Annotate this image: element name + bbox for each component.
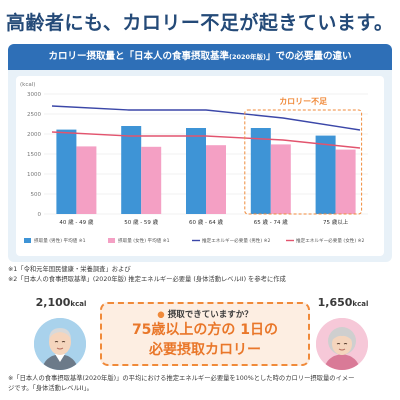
y-tick-label: 1500: [27, 152, 41, 158]
chart-banner-main: カロリー摂取量と「日本人の食事摂取基準: [48, 51, 229, 62]
female-kcal-unit: kcal: [352, 300, 369, 308]
footnote: ※「日本人の食事摂取基準(2020年版)」の平均における推定エネルギー必要量を1…: [8, 374, 392, 394]
footnote-line-1: ※「日本人の食事摂取基準(2020年版)」の平均における推定エネルギー必要量を1…: [8, 375, 355, 382]
chart-note-1: ※1「令和元年国民健康・栄養調査」および: [8, 266, 131, 273]
bar-male: [121, 126, 142, 214]
shortage-highlight-box: [244, 109, 363, 215]
legend-label: 摂取量 (女性) 平均値 ※1: [118, 237, 170, 244]
male-kcal-unit: kcal: [70, 300, 87, 308]
chart-note-2: ※2「日本人の食事摂取基準」(2020年版) 推定エネルギー必要量 (身体活動レ…: [8, 276, 286, 283]
callout-question: ● 摂取できていますか？: [102, 308, 308, 320]
callout-line-1: 75歳以上の方の 1日の: [131, 322, 279, 338]
bar-male: [315, 135, 336, 214]
y-tick-label: 2500: [27, 112, 41, 118]
calorie-chart: (kcal) 0 500 1000 1500 2000 2500 3000 40 歳 - 49 …: [20, 82, 368, 244]
bar-female: [335, 149, 356, 214]
bar-male: [250, 128, 271, 214]
line-male-requirement: [51, 105, 361, 131]
male-kcal-value: 2,100: [35, 296, 71, 309]
legend-swatch: [24, 238, 31, 243]
x-tick-label: 50 歳 - 59 歳: [124, 218, 158, 226]
chart-notes: ※1「令和元年国民健康・栄養調査」および ※2「日本人の食事摂取基準」(2020…: [8, 265, 394, 285]
female-kcal-value: 1,650: [317, 296, 353, 309]
y-tick-label: 2000: [27, 132, 41, 138]
chart-banner-edition: (2020年版): [228, 53, 267, 61]
callout-marker-icon: ●: [157, 310, 168, 320]
bar-female: [270, 144, 291, 214]
elderly-man-icon: [34, 318, 86, 370]
y-tick-label: 500: [31, 192, 42, 198]
page-headline: 高齢者にも、カロリー不足が起きています。: [6, 12, 394, 34]
bar-female: [141, 146, 162, 214]
shortage-annotation: カロリー不足: [279, 97, 328, 106]
callout-section: 2,100kcal ● 摂取できていますか？ 75歳以上の方の 1日の 必要摂取…: [0, 292, 400, 370]
plot-area: (kcal) 0 500 1000 1500 2000 2500 3000 40 歳 - 49 …: [16, 76, 384, 256]
x-tick-label: 65 歳 - 74 歳: [254, 218, 288, 226]
footnote-line-2: ジです。「身体活動レベルII」。: [8, 385, 93, 392]
chart-banner: カロリー摂取量と「日本人の食事摂取基準(2020年版)」での必要量の違い: [8, 44, 392, 70]
female-kcal-label: 1,650kcal: [298, 296, 388, 309]
y-tick-label: 3000: [27, 92, 41, 98]
elderly-man-avatar: [34, 318, 86, 370]
legend-swatch: [108, 238, 115, 243]
y-tick-label: 0: [38, 212, 42, 218]
x-tick-label: 60 歳 - 64 歳: [189, 218, 223, 226]
chart-banner-tail: 」での必要量の違い: [266, 51, 352, 62]
bar-female: [76, 146, 97, 214]
y-axis-unit-label: (kcal): [20, 82, 35, 88]
bar-male: [186, 128, 206, 214]
x-tick-label: 40 歳 - 49 歳: [59, 218, 93, 226]
chart-card: カロリー摂取量と「日本人の食事摂取基準(2020年版)」での必要量の違い (kc…: [8, 44, 392, 262]
y-tick-label: 1000: [27, 172, 41, 178]
x-tick-label: 75 歳以上: [323, 218, 349, 226]
bar-male: [56, 129, 77, 214]
line-female-requirement: [51, 131, 361, 149]
calorie-callout: ● 摂取できていますか？ 75歳以上の方の 1日の 必要摂取カロリー: [100, 302, 310, 366]
callout-line-2: 必要摂取カロリー: [149, 342, 261, 358]
legend-label: 推定エネルギー必要量 (女性) ※2: [296, 237, 364, 244]
bar-female: [206, 145, 226, 214]
male-kcal-label: 2,100kcal: [16, 296, 106, 309]
legend-label: 推定エネルギー必要量 (男性) ※2: [202, 237, 270, 244]
elderly-woman-icon: [316, 318, 368, 370]
elderly-woman-avatar: [316, 318, 368, 370]
callout-question-text: 摂取できていますか？: [167, 310, 253, 320]
legend-label: 摂取量 (男性) 平均値 ※1: [34, 237, 86, 244]
